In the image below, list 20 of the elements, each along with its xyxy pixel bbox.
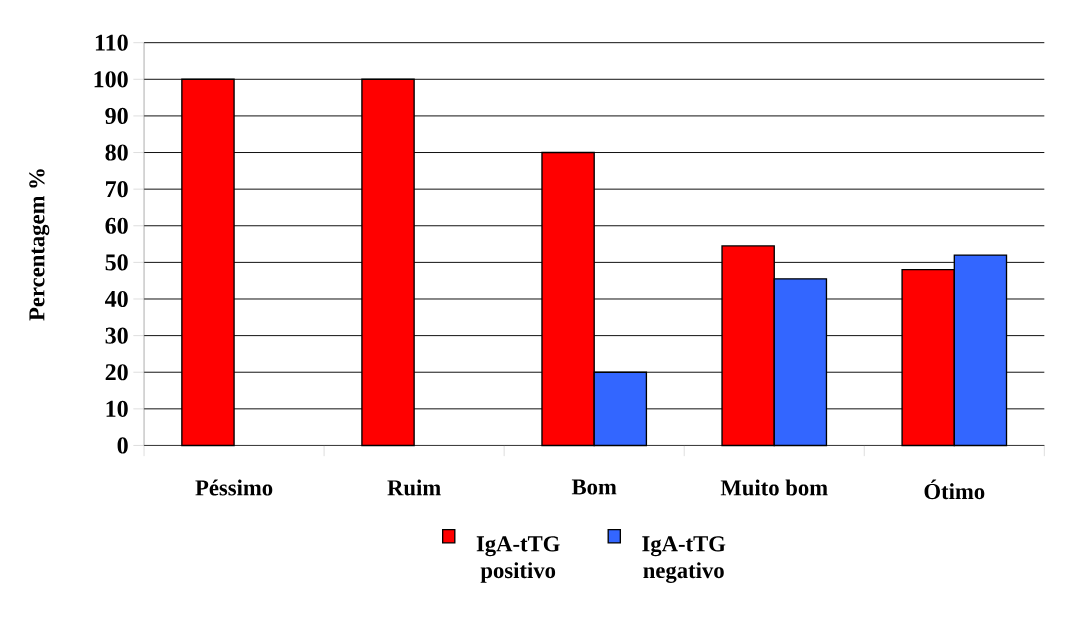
y-tick-label: 30 <box>105 327 128 344</box>
legend-label: IgA-tTG positivo <box>476 536 560 583</box>
y-axis-title: Percentagem % <box>29 169 50 321</box>
y-tick-label: 10 <box>106 400 128 417</box>
y-tick-label: 20 <box>105 364 128 381</box>
y-tick-label: 50 <box>105 254 128 271</box>
x-tick-label: Ruim <box>387 479 441 496</box>
y-tick-label: 0 <box>117 437 128 454</box>
x-tick-label: Péssimo <box>195 479 273 496</box>
y-tick-label: 60 <box>105 217 128 234</box>
y-tick-label: 110 <box>95 34 128 51</box>
y-tick-label: 80 <box>105 144 128 161</box>
x-tick-label: Muito bom <box>720 479 828 496</box>
x-tick-label: Bom <box>571 479 617 495</box>
y-tick-label: 100 <box>94 71 128 88</box>
y-tick-label: 90 <box>105 107 128 124</box>
y-tick-label: 70 <box>106 180 128 198</box>
y-tick-label: 40 <box>105 290 128 307</box>
legend-label: IgA-tTG negativo <box>642 536 726 583</box>
x-tick-label: Ótimo <box>924 479 985 500</box>
